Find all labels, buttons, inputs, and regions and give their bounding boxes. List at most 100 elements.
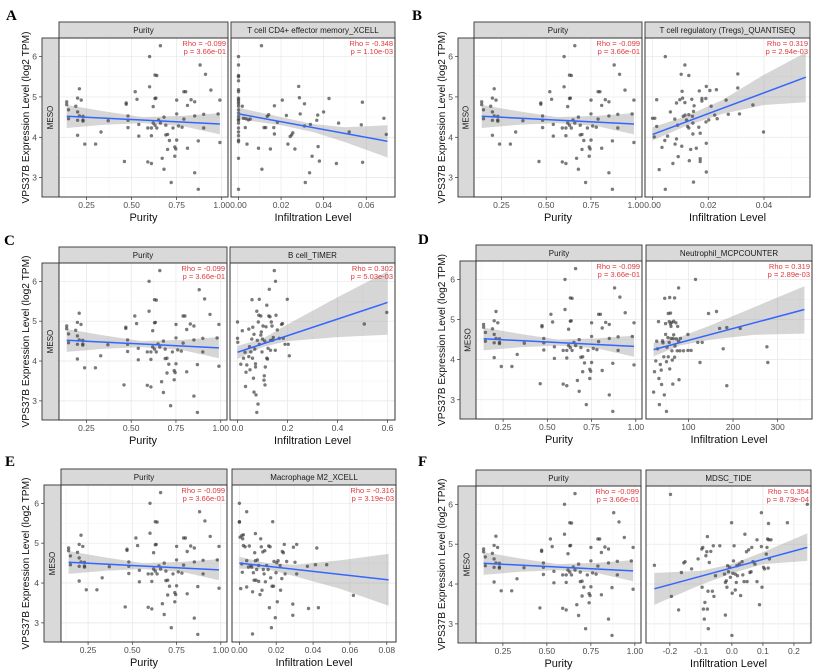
data-point (495, 545, 500, 550)
x-axis-title: Purity (545, 434, 574, 446)
data-point (148, 531, 152, 535)
data-point (263, 580, 268, 584)
data-point (690, 97, 694, 102)
data-point (75, 133, 80, 137)
data-point (174, 147, 178, 151)
panel-letter: A (6, 8, 17, 24)
data-point (287, 354, 291, 358)
data-point (185, 146, 190, 150)
data-point (166, 593, 170, 597)
data-point (674, 101, 679, 105)
data-point (262, 374, 266, 378)
x-axis-title: Purity (129, 435, 158, 447)
data-point (158, 490, 163, 495)
data-point (665, 134, 670, 138)
data-point (576, 167, 581, 171)
x-tick-label: 200 (726, 422, 740, 432)
data-point (594, 572, 598, 576)
data-point (306, 606, 311, 611)
data-point (510, 589, 514, 593)
data-point (660, 145, 664, 150)
data-point (596, 339, 601, 344)
data-point (268, 545, 272, 549)
data-point (725, 585, 729, 589)
data-point (632, 140, 636, 145)
data-point (196, 632, 200, 637)
data-point (664, 360, 669, 364)
data-point (651, 390, 656, 394)
data-point (134, 321, 139, 326)
data-point (623, 88, 627, 92)
data-point (715, 117, 719, 121)
figure-panel-d: D VPS37B Expression Level (log2 TPM) MESO 3… (418, 232, 813, 446)
y-tick-label: 3 (448, 619, 453, 629)
data-point (573, 266, 578, 271)
data-point (603, 545, 607, 549)
data-point (82, 565, 87, 569)
data-point (622, 535, 626, 540)
data-point (81, 119, 85, 123)
data-point (315, 118, 319, 123)
data-point (280, 576, 284, 581)
data-point (701, 545, 705, 550)
regression-line (237, 301, 388, 353)
data-point (106, 119, 110, 123)
y-axis-title: VPS37B Expression Level (log2 TPM) (20, 478, 32, 650)
data-point (202, 126, 206, 130)
facet-strip-label: T cell CD4+ effector memory_XCELL (247, 26, 379, 35)
data-point (586, 348, 590, 353)
data-point (236, 118, 241, 123)
x-tick-label: 0.08 (379, 645, 396, 655)
y-tick-label: 3 (32, 173, 37, 183)
data-point (561, 382, 565, 386)
x-tick-label: 0.50 (123, 423, 140, 433)
x-axis-title: Infiltration Level (275, 657, 352, 669)
data-point (236, 340, 240, 344)
data-point (717, 326, 722, 331)
data-point (657, 167, 661, 172)
panel-border (645, 485, 812, 644)
data-point (259, 537, 263, 541)
data-point (510, 364, 514, 369)
data-point (165, 147, 170, 152)
panel-border (645, 260, 813, 420)
data-point (611, 361, 615, 365)
data-point (589, 112, 593, 116)
data-point (263, 365, 267, 369)
data-point (154, 350, 158, 354)
data-point (382, 116, 386, 121)
data-point (236, 79, 241, 83)
data-point (515, 577, 519, 581)
data-point (698, 131, 702, 135)
data-point (185, 592, 189, 596)
panel-border (230, 37, 396, 198)
row-strip-label: MESO (463, 553, 472, 577)
data-point (492, 565, 496, 569)
data-point (589, 369, 593, 373)
regression-line (66, 339, 219, 349)
data-point (712, 594, 716, 599)
x-tick-label: 0.04 (315, 200, 332, 210)
panel-border (475, 260, 643, 420)
data-point (271, 335, 275, 340)
data-point (568, 96, 573, 100)
data-point (169, 626, 173, 630)
figure-panel-f: F VPS37B Expression Level (log2 TPM) MESO 3… (418, 454, 812, 670)
data-point (552, 356, 557, 361)
data-point (162, 115, 166, 119)
panel-letter: E (5, 454, 15, 470)
data-point (269, 320, 273, 324)
data-point (680, 144, 684, 148)
data-point (552, 581, 556, 585)
data-point (278, 588, 283, 592)
data-point (736, 72, 740, 76)
data-point (708, 88, 712, 93)
data-point (552, 345, 557, 349)
data-point (765, 545, 769, 550)
data-point (125, 548, 129, 553)
data-point (77, 564, 81, 568)
data-point (671, 161, 675, 166)
data-point (179, 349, 183, 353)
